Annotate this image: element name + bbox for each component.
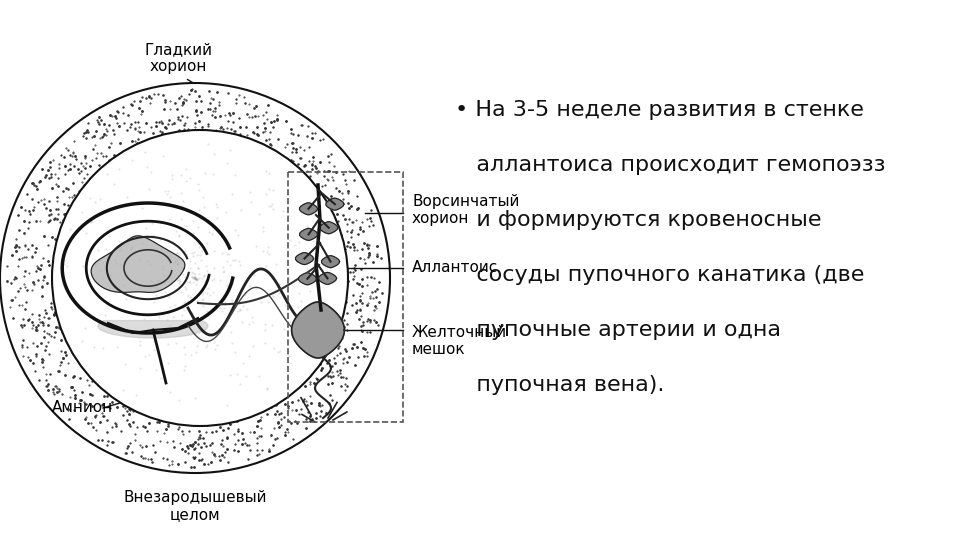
Text: сосуды пупочного канатика (две: сосуды пупочного канатика (две: [455, 265, 864, 285]
Circle shape: [0, 83, 390, 473]
Text: аллантоиса происходит гемопоэзз: аллантоиса происходит гемопоэзз: [455, 155, 885, 175]
Text: Аллантоис: Аллантоис: [412, 260, 498, 275]
Text: Амнион: Амнион: [52, 401, 113, 415]
Text: пупочные артерии и одна: пупочные артерии и одна: [455, 320, 781, 340]
Polygon shape: [300, 203, 318, 215]
Text: пупочная вена).: пупочная вена).: [455, 375, 664, 395]
Bar: [288, 172, 403, 422]
Polygon shape: [326, 198, 344, 210]
Polygon shape: [319, 272, 337, 285]
Polygon shape: [91, 236, 185, 292]
Text: Гладкий
хорион: Гладкий хорион: [144, 42, 212, 75]
Polygon shape: [98, 321, 208, 338]
Polygon shape: [292, 302, 345, 358]
Polygon shape: [320, 222, 338, 234]
Polygon shape: [299, 273, 317, 285]
Polygon shape: [300, 228, 318, 240]
Circle shape: [52, 130, 348, 426]
Text: Желточный
мешок: Желточный мешок: [412, 325, 507, 357]
Text: Внезародышевый
целом: Внезародышевый целом: [123, 490, 267, 522]
Polygon shape: [322, 255, 340, 268]
Text: • На 3-5 неделе развития в стенке: • На 3-5 неделе развития в стенке: [455, 100, 864, 120]
Text: Ворсинчатый
хорион: Ворсинчатый хорион: [412, 194, 519, 226]
Polygon shape: [296, 253, 314, 265]
Text: и формируются кровеносные: и формируются кровеносные: [455, 210, 822, 230]
